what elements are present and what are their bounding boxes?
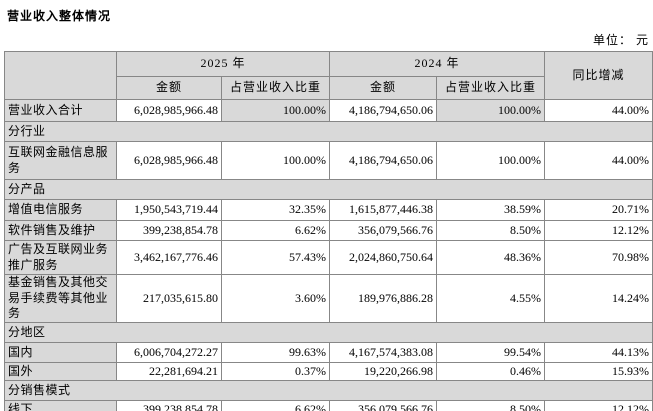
ratio-2024-cell: 99.54%: [436, 342, 546, 363]
unit-label: 单位： 元: [592, 33, 649, 47]
amount-2024-header: 金额: [329, 76, 438, 100]
ratio-2024-cell: 48.36%: [436, 240, 546, 275]
ratio-2024-cell: 100.00%: [436, 99, 546, 122]
amount-2024-cell: 189,976,886.28: [329, 274, 438, 323]
ratio-2024-cell: 0.46%: [436, 362, 546, 381]
amount-2025-cell: 3,462,167,776.46: [116, 240, 222, 275]
ratio-2025-cell: 0.37%: [220, 362, 331, 381]
ratio-2025-header: 占营业收入比重: [220, 76, 331, 100]
row-label: 国内: [4, 342, 117, 363]
amount-2025-cell: 6,028,985,966.48: [116, 99, 222, 122]
yoy-cell: 70.98%: [544, 240, 653, 275]
ratio-2025-cell: 32.35%: [220, 199, 331, 221]
amount-2025-cell: 6,006,704,272.27: [116, 342, 222, 363]
yoy-cell: 14.24%: [544, 274, 653, 323]
ratio-2024-cell: 4.55%: [436, 274, 546, 323]
yoy-cell: 20.71%: [544, 199, 653, 221]
yoy-cell: 12.12%: [544, 220, 653, 241]
row-label: 广告及互联网业务推广服务: [4, 240, 117, 275]
yoy-cell: 44.13%: [544, 342, 653, 363]
section-row-by-region: 分地区: [3, 322, 653, 343]
section-row-by-sales-model: 分销售模式: [3, 380, 653, 401]
table-row-software-sales-maintenance: 软件销售及维护 399,238,854.78 6.62% 356,079,566…: [4, 220, 653, 241]
row-label: 软件销售及维护: [4, 220, 117, 241]
ratio-2024-header: 占营业收入比重: [436, 76, 546, 100]
ratio-2025-cell: 57.43%: [220, 240, 331, 275]
row-label: 增值电信服务: [4, 199, 117, 221]
amount-2024-cell: 4,186,794,650.06: [329, 141, 438, 180]
yoy-cell: 44.00%: [544, 141, 653, 180]
ratio-2024-cell: 8.50%: [436, 220, 546, 241]
yoy-cell: 15.93%: [544, 362, 653, 381]
amount-2025-cell: 6,028,985,966.48: [116, 141, 222, 180]
section-row-by-product: 分产品: [3, 179, 653, 200]
revenue-table: 2025 年 2024 年 同比增减 金额 占营业收入比重 金额 占营业收入比重…: [3, 51, 653, 411]
amount-2025-cell: 217,035,615.80: [116, 274, 222, 323]
table-row-overseas: 国外 22,281,694.21 0.37% 19,220,266.98 0.4…: [4, 362, 653, 381]
table-row-total-revenue: 营业收入合计 6,028,985,966.48 100.00% 4,186,79…: [4, 99, 653, 122]
table-row-offline: 线下 399,238,854.78 6.62% 356,079,566.76 8…: [4, 400, 653, 411]
year-2024-header: 2024 年: [329, 51, 546, 77]
table-row-fund-sales-other-fees: 基金销售及其他交易手续费等其他业务 217,035,615.80 3.60% 1…: [4, 274, 653, 323]
table-header-years: 2025 年 2024 年 同比增减: [4, 51, 653, 100]
amount-2025-header: 金额: [116, 76, 222, 100]
row-label: 互联网金融信息服务: [4, 141, 117, 180]
amount-2025-cell: 399,238,854.78: [116, 400, 222, 411]
ratio-2025-cell: 3.60%: [220, 274, 331, 323]
amount-2024-cell: 356,079,566.76: [329, 220, 438, 241]
yoy-cell: 12.12%: [544, 400, 653, 411]
page-title: 营业收入整体情况: [7, 9, 112, 23]
amount-2024-cell: 2,024,860,750.64: [329, 240, 438, 275]
table-row-internet-finance-info-service: 互联网金融信息服务 6,028,985,966.48 100.00% 4,186…: [4, 141, 653, 180]
ratio-2024-cell: 38.59%: [436, 199, 546, 221]
ratio-2025-cell: 100.00%: [220, 141, 331, 180]
yoy-cell: 44.00%: [544, 99, 653, 122]
amount-2025-cell: 1,950,543,719.44: [116, 199, 222, 221]
row-label: 营业收入合计: [4, 99, 117, 122]
amount-2024-cell: 4,186,794,650.06: [329, 99, 438, 122]
row-label: 线下: [4, 400, 117, 411]
yoy-change-header: 同比增减: [544, 51, 653, 100]
section-label: 分产品: [3, 179, 653, 200]
ratio-2025-cell: 100.00%: [220, 99, 331, 122]
amount-2024-cell: 356,079,566.76: [329, 400, 438, 411]
section-row-by-industry: 分行业: [3, 121, 653, 142]
section-label: 分销售模式: [3, 380, 653, 401]
amount-2025-cell: 22,281,694.21: [116, 362, 222, 381]
ratio-2025-cell: 6.62%: [220, 220, 331, 241]
amount-2024-cell: 4,167,574,383.08: [329, 342, 438, 363]
section-label: 分行业: [3, 121, 653, 142]
amount-2024-cell: 1,615,877,446.38: [329, 199, 438, 221]
table-header-measures: 金额 占营业收入比重 金额 占营业收入比重: [5, 76, 653, 100]
table-row-value-added-telecom: 增值电信服务 1,950,543,719.44 32.35% 1,615,877…: [4, 199, 653, 221]
row-label: 国外: [4, 362, 117, 381]
corner-empty-cell: [4, 51, 117, 100]
ratio-2024-cell: 100.00%: [436, 141, 546, 180]
table-row-domestic: 国内 6,006,704,272.27 99.63% 4,167,574,383…: [4, 342, 653, 363]
year-2025-header: 2025 年: [115, 51, 331, 77]
ratio-2024-cell: 8.50%: [436, 400, 546, 411]
amount-2024-cell: 19,220,266.98: [329, 362, 438, 381]
ratio-2025-cell: 6.62%: [220, 400, 331, 411]
table-row-ad-internet-promotion: 广告及互联网业务推广服务 3,462,167,776.46 57.43% 2,0…: [4, 240, 653, 275]
ratio-2025-cell: 99.63%: [220, 342, 331, 363]
row-label: 基金销售及其他交易手续费等其他业务: [4, 274, 117, 323]
amount-2025-cell: 399,238,854.78: [116, 220, 222, 241]
section-label: 分地区: [3, 322, 653, 343]
